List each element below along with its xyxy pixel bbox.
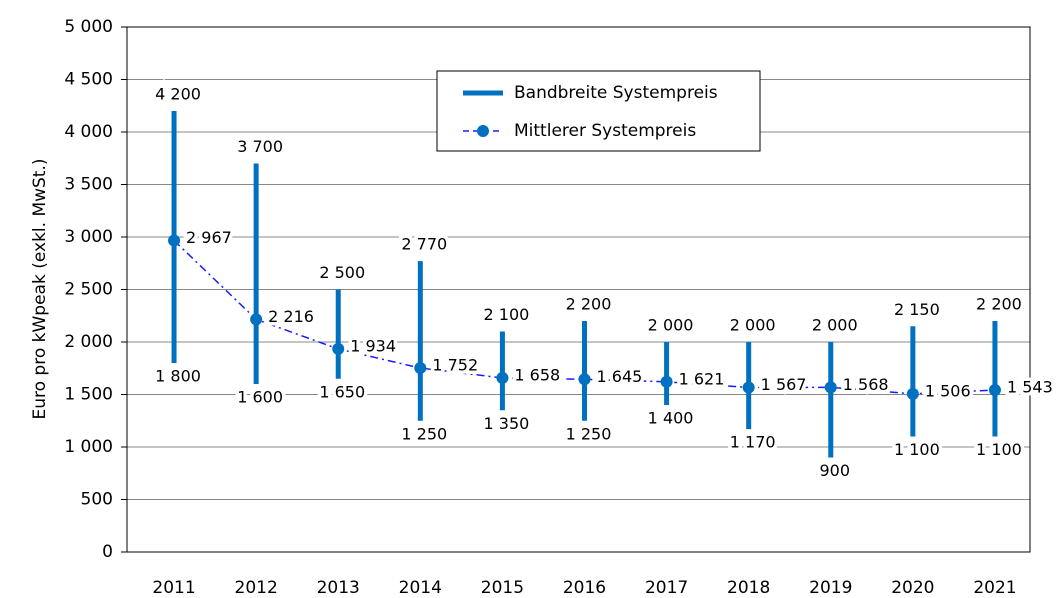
y-tick-label: 500 [81, 490, 113, 510]
x-tick-label: 2020 [891, 578, 934, 598]
y-tick-label: 2 000 [64, 332, 113, 352]
low-label: 1 800 [155, 367, 201, 386]
low-label: 1 250 [566, 424, 612, 443]
y-tick-label: 1 000 [64, 437, 113, 457]
x-tick-label: 2019 [809, 578, 852, 598]
high-label: 2 000 [648, 316, 694, 335]
low-label: 1 100 [976, 440, 1022, 459]
high-label: 4 200 [155, 85, 201, 104]
y-tick-label: 5 000 [64, 17, 113, 37]
mean-label: 1 645 [597, 367, 643, 386]
x-tick-label: 2014 [399, 578, 442, 598]
x-tick-label: 2015 [481, 578, 524, 598]
mean-label: 2 967 [186, 228, 232, 247]
mean-label: 1 567 [761, 375, 807, 394]
mean-label: 2 216 [268, 307, 314, 326]
y-tick-label: 1 500 [64, 385, 113, 405]
low-label: 900 [819, 461, 850, 480]
low-label: 1 600 [237, 388, 283, 407]
high-label: 2 000 [812, 316, 858, 335]
mean-marker [578, 373, 591, 386]
mean-marker [414, 362, 427, 375]
x-tick-label: 2017 [645, 578, 688, 598]
x-tick-label: 2012 [235, 578, 278, 598]
high-label: 2 100 [484, 305, 530, 324]
y-tick-label: 2 500 [64, 280, 113, 300]
mean-marker [660, 375, 673, 388]
mean-marker [824, 381, 837, 394]
y-tick-label: 3 500 [64, 175, 113, 195]
mean-marker [988, 383, 1001, 396]
mean-label: 1 621 [679, 369, 725, 388]
y-tick-label: 4 000 [64, 122, 113, 142]
x-tick-label: 2011 [152, 578, 195, 598]
y-tick-label: 4 500 [64, 70, 113, 90]
mean-label: 1 568 [843, 375, 889, 394]
mean-marker [332, 342, 345, 355]
low-label: 1 250 [401, 424, 447, 443]
high-label: 2 000 [730, 316, 776, 335]
legend-label: Mittlerer Systempreis [514, 121, 696, 141]
low-label: 1 170 [730, 433, 776, 452]
legend-label: Bandbreite Systempreis [514, 83, 718, 103]
low-label: 1 400 [648, 409, 694, 428]
high-label: 3 700 [237, 137, 283, 156]
mean-marker [168, 234, 181, 247]
legend-marker [477, 125, 489, 137]
plot-frame [126, 26, 1031, 553]
mean-label: 1 752 [432, 356, 478, 375]
mean-marker [742, 381, 755, 394]
mean-label: 1 543 [1007, 377, 1053, 396]
y-tick-label: 3 000 [64, 227, 113, 247]
mean-marker [496, 371, 509, 384]
y-axis-label: Euro pro kWpeak (exkl. MwSt.) [30, 158, 50, 419]
high-label: 2 770 [401, 235, 447, 254]
high-label: 2 200 [566, 295, 612, 314]
high-label: 2 500 [319, 263, 365, 282]
low-label: 1 100 [894, 440, 940, 459]
x-tick-label: 2021 [973, 578, 1016, 598]
mean-marker [250, 313, 263, 326]
high-label: 2 150 [894, 300, 940, 319]
mean-marker [906, 387, 919, 400]
legend-box [436, 70, 761, 152]
x-tick-label: 2016 [563, 578, 606, 598]
y-tick-label: 0 [102, 542, 113, 562]
mean-label: 1 934 [350, 336, 396, 355]
x-tick-label: 2018 [727, 578, 770, 598]
mean-label: 1 658 [514, 365, 560, 384]
mean-label: 1 506 [925, 381, 971, 400]
high-label: 2 200 [976, 295, 1022, 314]
low-label: 1 350 [484, 414, 530, 433]
low-label: 1 650 [319, 382, 365, 401]
x-tick-label: 2013 [317, 578, 360, 598]
